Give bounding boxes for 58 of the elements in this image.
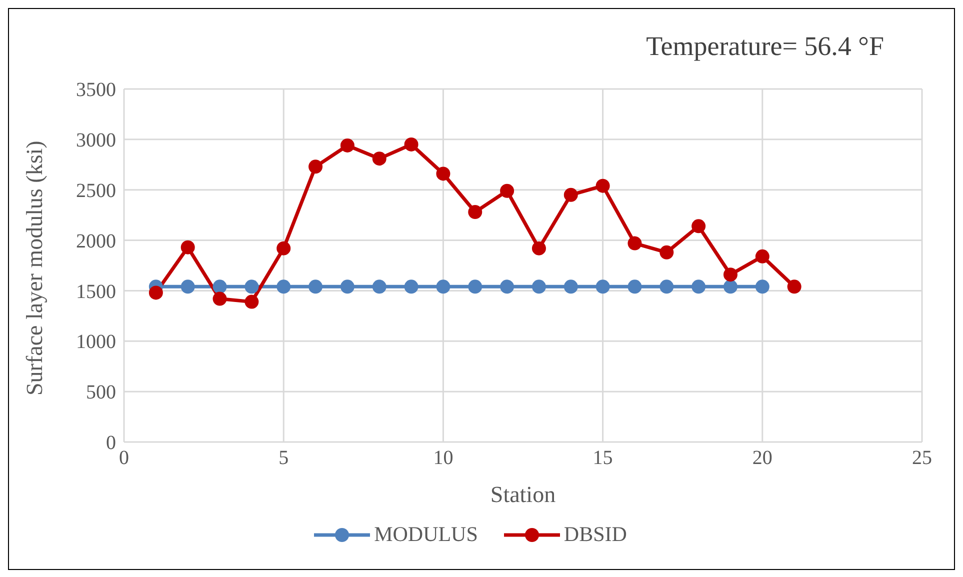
point [660, 280, 674, 294]
y-tick-label: 2000 [76, 230, 116, 252]
point [244, 280, 259, 294]
point [628, 280, 642, 294]
point [468, 280, 482, 294]
point [308, 280, 323, 294]
point [148, 286, 163, 300]
y-tick-label: 2500 [76, 180, 116, 202]
point [755, 249, 770, 264]
point [372, 280, 386, 294]
point [468, 205, 482, 220]
point [212, 292, 227, 306]
point [404, 280, 418, 294]
point [692, 280, 706, 294]
text: Temperature= 56.4 °F [646, 31, 884, 62]
point [212, 280, 227, 294]
point [500, 280, 514, 294]
y-tick-label: 0 [106, 432, 116, 454]
point [564, 280, 578, 294]
point [755, 280, 770, 294]
y-tick-label: 3500 [76, 79, 116, 102]
point [692, 219, 706, 234]
x-tick-label: 25 [912, 447, 932, 470]
legend-label: MODULUS [374, 522, 478, 547]
point [500, 184, 514, 198]
x-tick-label: 20 [752, 447, 772, 470]
y-tick-label: 1000 [76, 331, 116, 354]
y-tick-label: 3000 [76, 130, 116, 152]
y-axis-title: Surface layer modulus (ksi) [22, 140, 48, 396]
point [276, 280, 291, 294]
point [436, 280, 450, 294]
x-tick-label: 10 [433, 447, 454, 470]
legend-label: DBSID [564, 522, 627, 547]
x-tick-label: 15 [592, 447, 613, 470]
point [532, 280, 546, 294]
point [308, 160, 323, 174]
point [596, 178, 610, 193]
point [340, 280, 354, 294]
point [436, 166, 450, 181]
point [372, 152, 386, 166]
y-tick-label: 500 [86, 382, 116, 404]
point [276, 241, 291, 256]
point [723, 280, 738, 294]
x-tick-label: 5 [278, 447, 289, 470]
point [404, 137, 418, 152]
point [787, 280, 802, 294]
point [180, 280, 195, 294]
x-axis-title: Station [490, 482, 556, 507]
y-tick-label: 1500 [76, 280, 116, 303]
point [340, 138, 354, 152]
point [180, 240, 195, 254]
point [532, 241, 546, 256]
point [723, 268, 738, 282]
point [596, 280, 610, 294]
point [564, 188, 578, 202]
point [244, 294, 259, 309]
point [628, 236, 642, 250]
point [660, 245, 674, 260]
